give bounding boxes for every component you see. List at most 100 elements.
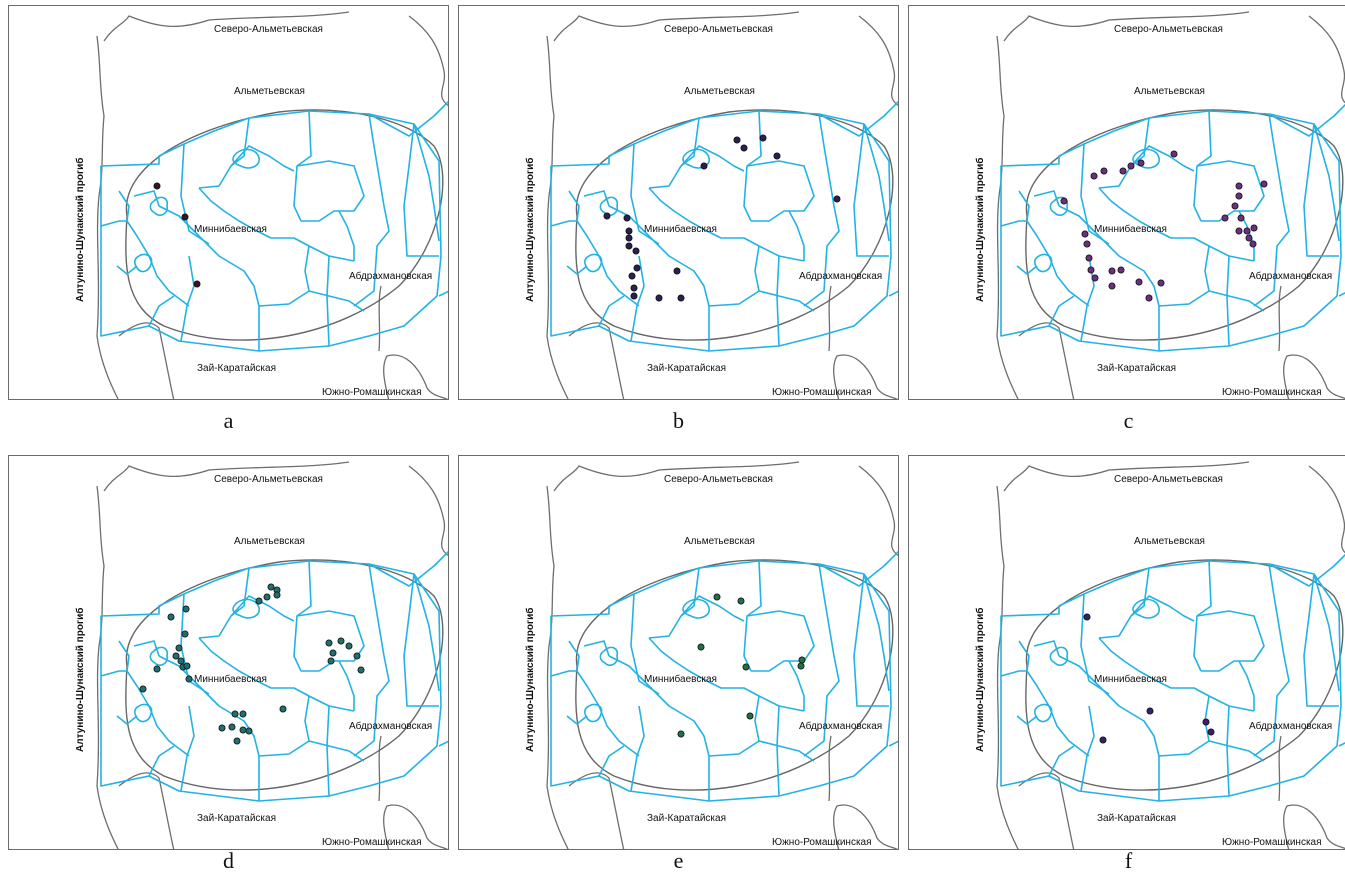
- well-marker: [1100, 167, 1108, 175]
- well-marker: [1081, 230, 1089, 238]
- well-marker: [181, 630, 189, 638]
- well-marker: [1231, 202, 1239, 210]
- well-marker: [233, 737, 241, 745]
- block-boundary: [1130, 595, 1195, 622]
- area-boundary-line: [833, 354, 898, 399]
- block-boundary: [803, 563, 840, 757]
- map-canvas: [96, 461, 448, 849]
- well-marker: [172, 652, 180, 660]
- well-marker: [231, 710, 239, 718]
- well-marker: [353, 652, 361, 660]
- block-boundary: [1303, 123, 1339, 257]
- block-boundary: [584, 703, 603, 723]
- well-marker: [1083, 613, 1091, 621]
- block-boundary: [1268, 553, 1345, 587]
- well-marker: [633, 264, 641, 272]
- area-boundary-line: [858, 465, 898, 557]
- area-boundary-line: [553, 11, 800, 42]
- well-marker: [182, 605, 190, 613]
- block-boundary: [403, 123, 439, 257]
- well-marker: [1108, 267, 1116, 275]
- area-label-abdr: Абдрахмановская: [349, 721, 433, 732]
- area-boundary-line: [408, 15, 448, 107]
- block-boundary: [326, 255, 330, 347]
- block-boundary: [1193, 110, 1212, 222]
- block-boundary: [743, 110, 762, 222]
- field-contour: [125, 109, 444, 341]
- well-marker: [1202, 718, 1210, 726]
- area-boundary-line: [1283, 354, 1345, 399]
- area-boundary-line: [1018, 322, 1075, 399]
- area-boundary-line: [546, 485, 569, 849]
- area-label-minnib: Миннибаевская: [644, 224, 717, 235]
- block-boundary: [198, 637, 355, 712]
- area-label-almet: Альметьевская: [684, 536, 755, 547]
- map-canvas: [96, 11, 448, 399]
- caption-d: d: [223, 848, 234, 873]
- block-boundary: [134, 253, 153, 273]
- well-marker: [1243, 227, 1251, 235]
- well-marker: [273, 591, 281, 599]
- well-marker: [833, 195, 841, 203]
- area-label-minnib: Миннибаевская: [1094, 224, 1167, 235]
- well-marker: [325, 639, 333, 647]
- map-panel-d: Северо-Альметьевская Альметьевская Минниба…: [8, 455, 449, 850]
- block-boundary: [584, 253, 603, 273]
- block-boundary: [1338, 292, 1345, 297]
- block-boundary: [1058, 205, 1160, 351]
- area-label-abdr: Абдрахмановская: [1249, 271, 1333, 282]
- well-marker: [239, 710, 247, 718]
- area-boundary-line: [996, 485, 1019, 849]
- block-boundary: [1313, 123, 1340, 242]
- block-boundary: [648, 117, 700, 189]
- area-label-minnib: Миннибаевская: [194, 674, 267, 685]
- area-label-zai: Зай-Каратайская: [197, 363, 276, 374]
- block-boundary: [550, 110, 892, 352]
- area-label-north: Северо-Альметьевская: [214, 24, 323, 35]
- well-marker: [673, 267, 681, 275]
- block-boundary: [413, 573, 440, 692]
- area-label-north: Северо-Альметьевская: [664, 24, 773, 35]
- block-boundary: [1058, 655, 1160, 801]
- well-marker: [677, 294, 685, 302]
- area-label-abdr: Абдрахмановская: [349, 271, 433, 282]
- area-label-almet: Альметьевская: [234, 86, 305, 97]
- area-boundary-line: [103, 11, 350, 42]
- block-boundary: [746, 160, 815, 222]
- map-canvas: [996, 461, 1345, 849]
- block-boundary: [198, 567, 250, 639]
- block-boundary: [776, 255, 780, 347]
- block-boundary: [100, 670, 127, 677]
- area-label-south: Южно-Ромашкинская: [322, 837, 422, 848]
- area-boundary-line: [553, 461, 800, 492]
- block-boundary: [100, 560, 442, 802]
- well-marker: [1245, 234, 1253, 242]
- block-boundary: [888, 740, 898, 747]
- block-boundary: [863, 573, 890, 692]
- area-boundary-line: [118, 772, 175, 849]
- block-boundary: [583, 190, 610, 207]
- well-marker: [1090, 172, 1098, 180]
- block-boundary: [863, 123, 890, 242]
- block-boundary: [708, 740, 815, 762]
- block-boundary: [230, 145, 295, 172]
- well-marker: [239, 726, 247, 734]
- block-boundary: [630, 593, 660, 695]
- well-marker: [1091, 274, 1099, 282]
- block-boundary: [853, 573, 889, 707]
- well-marker: [1235, 182, 1243, 190]
- area-boundary-line: [833, 804, 898, 849]
- well-marker: [1250, 224, 1258, 232]
- block-boundary: [568, 640, 640, 757]
- area-boundary-line: [1308, 15, 1345, 104]
- block-boundary: [232, 148, 260, 169]
- field-contour: [575, 559, 894, 791]
- block-boundary: [133, 640, 160, 657]
- block-boundary: [682, 598, 710, 619]
- area-label-almet: Альметьевская: [1134, 86, 1205, 97]
- well-marker: [193, 280, 201, 288]
- field-contour: [1025, 109, 1344, 341]
- well-marker: [1099, 736, 1107, 744]
- well-marker: [139, 685, 147, 693]
- area-boundary-line: [1283, 804, 1345, 849]
